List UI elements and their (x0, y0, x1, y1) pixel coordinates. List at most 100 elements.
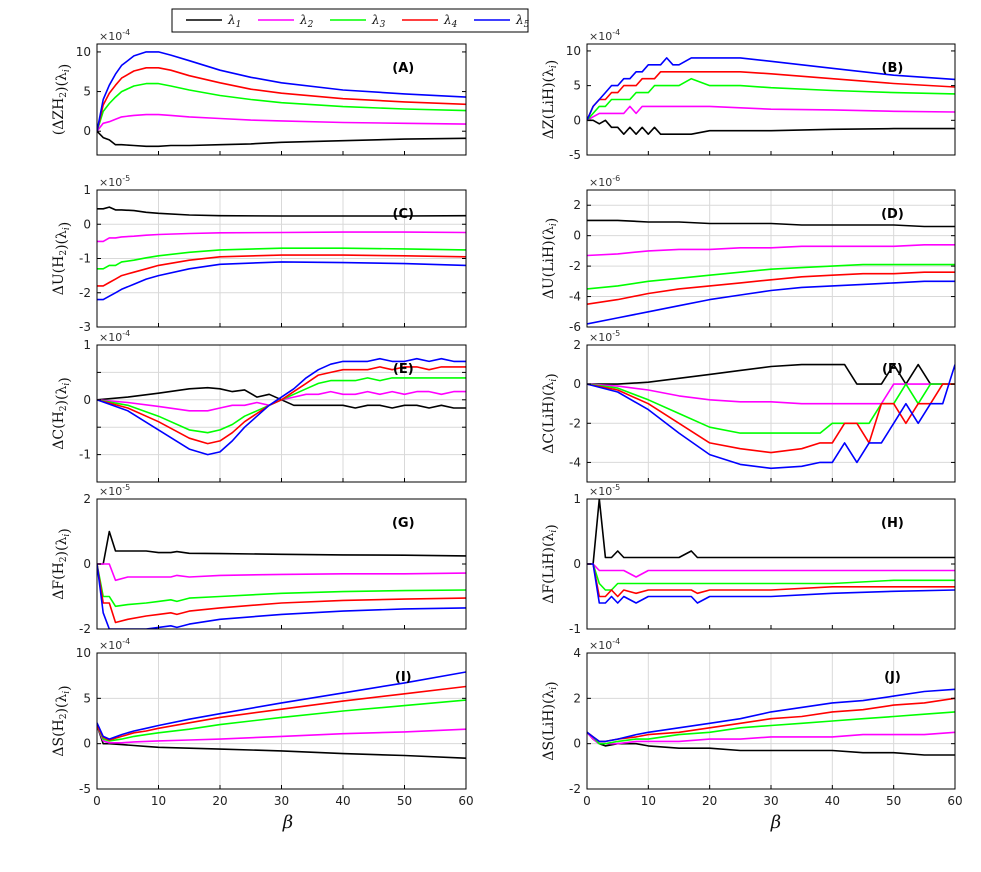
plot-area (587, 499, 955, 629)
y-exponent-label: ×10-4 (589, 637, 620, 652)
panel-E: -1 0 1 ×10-4 (E) ΔC(H2)(λi) (51, 329, 467, 483)
y-exponent-label: ×10-4 (589, 28, 620, 43)
panel-G: -2 0 2 ×10-5 (G) ΔF(H2)(λi) (51, 483, 467, 636)
series-line-G-lambda2 (97, 563, 466, 582)
series-line-G-lambda5 (97, 563, 466, 629)
series-line-H-lambda1 (587, 499, 955, 565)
y-tick-label: -1 (79, 448, 91, 462)
y-tick-label: 10 (76, 45, 91, 59)
y-axis-label-D: ΔU(LiH)(λi) (541, 218, 560, 300)
x-axis-label-left: β (282, 812, 293, 833)
y-exponent-label: ×10-5 (99, 174, 130, 189)
y-tick-label: 5 (573, 79, 581, 93)
y-axis-label-F: ΔC(LiH)(λi) (541, 373, 560, 453)
y-exponent-label: ×10-5 (589, 483, 620, 498)
series-line-H-lambda4 (587, 563, 955, 598)
panel-label-G: (G) (392, 516, 415, 531)
series-line-C-lambda4 (97, 254, 466, 287)
y-tick-label: 2 (573, 198, 581, 212)
y-tick-label: 5 (83, 85, 91, 99)
x-axis-label-right: β (770, 812, 781, 833)
panel-label-E: (E) (393, 362, 414, 377)
legend: λ1 λ2 λ3 λ4 λ5 (171, 8, 530, 33)
y-exponent-label: ×10-4 (99, 329, 130, 344)
panels: 0510×10-4(A)(ΔZH2)(λi)-50510×10-4(B)ΔZ(L… (51, 28, 963, 808)
y-exponent-label: ×10-5 (99, 483, 130, 498)
y-tick-label: -2 (569, 416, 581, 430)
x-tick-label: 60 (947, 794, 962, 808)
y-tick-label: 1 (83, 338, 91, 352)
series-line-H-lambda2 (587, 563, 955, 578)
series-line-A-lambda3 (97, 82, 466, 132)
x-tick-label: 20 (212, 794, 227, 808)
y-tick-label: 0 (83, 737, 91, 751)
series-line-D-lambda4 (587, 271, 955, 305)
x-tick-label: 30 (763, 794, 778, 808)
y-tick-label: 0 (573, 737, 581, 751)
series-line-F-lambda3 (587, 383, 955, 434)
panel-F: -4 -2 0 2 ×10-5 (F) ΔC(LiH)(λi) (541, 329, 956, 483)
y-axis-label-A: (ΔZH2)(λi) (51, 64, 73, 135)
y-tick-label: -4 (569, 290, 581, 304)
y-tick-label: 0 (83, 557, 91, 571)
series-line-I-lambda1 (97, 725, 466, 759)
panel-label-C: (C) (393, 207, 414, 222)
panel-D: -6 -4 -2 0 2 ×10-6 (D) ΔU(LiH)(λi) (541, 174, 956, 334)
y-axis-label-J: ΔS(LiH)(λi) (541, 681, 560, 760)
series-line-C-lambda1 (97, 206, 466, 217)
y-tick-label: -1 (569, 622, 581, 636)
y-tick-label: 1 (573, 492, 581, 506)
series-line-C-lambda2 (97, 231, 466, 243)
series-line-B-lambda4 (587, 71, 955, 121)
y-axis-label-B: ΔZ(LiH)(λi) (541, 60, 560, 139)
y-tick-label: 2 (573, 691, 581, 705)
panel-C: -3 -2 -1 0 1 ×10-5 (C) ΔU(H2)(λi) (51, 174, 467, 334)
panel-label-B: (B) (882, 61, 904, 76)
panel-H: -1 0 1 ×10-5 (H) ΔF(LiH)(λi) (541, 483, 956, 636)
y-exponent-label: ×10-4 (99, 28, 130, 43)
series-line-B-lambda3 (587, 77, 955, 121)
series-line-H-lambda3 (587, 563, 955, 591)
series-line-F-lambda2 (587, 383, 955, 405)
series-line-A-lambda2 (97, 113, 466, 132)
y-tick-label: 0 (83, 124, 91, 138)
series-line-A-lambda4 (97, 67, 466, 132)
series-line-I-lambda4 (97, 685, 466, 741)
series-line-A-lambda1 (97, 130, 466, 148)
x-tick-label: 40 (335, 794, 350, 808)
y-tick-label: -4 (569, 455, 581, 469)
x-tick-label: 0 (93, 794, 101, 808)
x-tick-label: 10 (641, 794, 656, 808)
series-line-B-lambda2 (587, 105, 955, 121)
y-exponent-label: ×10-4 (99, 637, 130, 652)
y-tick-label: -3 (79, 320, 91, 334)
y-tick-label: 0 (573, 557, 581, 571)
series-line-C-lambda5 (97, 261, 466, 301)
series-line-G-lambda1 (97, 530, 466, 565)
y-tick-label: 5 (83, 691, 91, 705)
y-tick-label: 0 (573, 229, 581, 243)
x-tick-label: 30 (274, 794, 289, 808)
series-line-A-lambda5 (97, 51, 466, 132)
series-line-E-lambda1 (97, 386, 466, 409)
series-line-D-lambda5 (587, 280, 955, 325)
x-tick-label: 40 (825, 794, 840, 808)
series-line-H-lambda5 (587, 563, 955, 604)
series-line-E-lambda4 (97, 366, 466, 445)
panel-label-A: (A) (392, 61, 414, 76)
series-line-D-lambda2 (587, 244, 955, 257)
x-tick-label: 0 (583, 794, 591, 808)
y-tick-label: -6 (569, 320, 581, 334)
y-axis-label-H: ΔF(LiH)(λi) (541, 524, 560, 603)
y-tick-label: -2 (569, 259, 581, 273)
series-line-E-lambda3 (97, 377, 466, 434)
series-line-G-lambda3 (97, 563, 466, 608)
y-axis-label-G: ΔF(H2)(λi) (51, 528, 73, 599)
y-tick-label: 2 (573, 338, 581, 352)
series-line-F-lambda1 (587, 363, 955, 385)
y-tick-label: 10 (566, 44, 581, 58)
series-line-E-lambda5 (97, 357, 466, 456)
